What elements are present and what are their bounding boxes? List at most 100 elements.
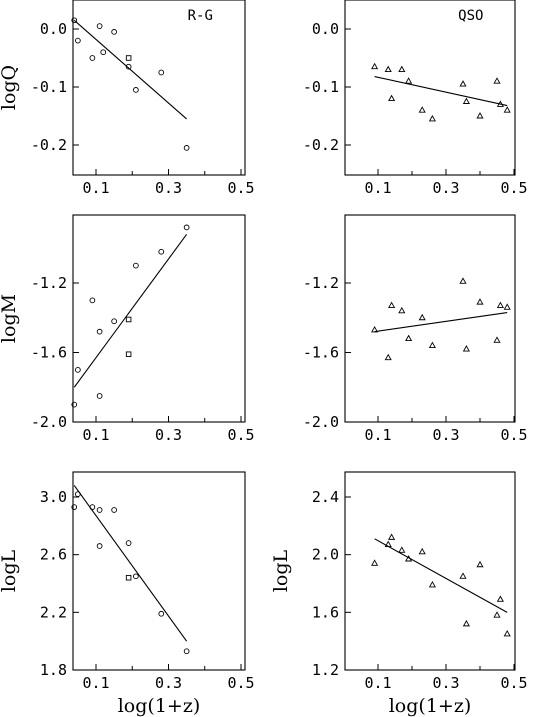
y-tick-label: -2.0 — [31, 413, 67, 431]
data-point-triangle — [398, 546, 406, 553]
data-point-circle — [125, 63, 132, 70]
x-tick-label: 0.3 — [155, 179, 182, 197]
data-point-circle — [183, 648, 190, 655]
data-point-triangle — [388, 533, 396, 540]
regression-line — [73, 485, 188, 642]
data-point-circle — [133, 573, 139, 580]
data-point-triangle — [428, 581, 436, 588]
data-point-circle — [71, 401, 78, 408]
regression-line — [73, 234, 188, 388]
data-point-triangle — [496, 301, 504, 309]
x-tick-label: 0.5 — [227, 179, 254, 197]
data-point-square — [125, 574, 132, 581]
data-point-triangle — [476, 560, 484, 568]
data-point-circle — [111, 29, 117, 35]
x-tick-label: 0.3 — [432, 674, 459, 692]
data-point-circle — [96, 507, 103, 513]
plot-frame — [72, 471, 246, 671]
data-point-circle — [158, 610, 165, 617]
data-point-circle — [71, 504, 78, 510]
data-point-triangle — [371, 62, 379, 70]
y-tick-label: -1.6 — [303, 344, 339, 362]
data-point-triangle — [371, 325, 379, 333]
data-point-circle — [89, 55, 96, 61]
x-tick-label: 0.3 — [155, 674, 182, 692]
y-tick-label: -1.2 — [31, 274, 67, 292]
x-tick-label: 0.5 — [500, 179, 527, 197]
y-tick-label: 2.0 — [312, 546, 339, 564]
data-point-circle — [183, 224, 190, 231]
data-point-circle — [183, 145, 190, 151]
data-point-circle — [89, 297, 96, 304]
data-point-triangle — [459, 80, 467, 87]
data-point-triangle — [384, 353, 392, 361]
data-point-triangle — [371, 559, 379, 566]
y-axis-title: logM — [0, 294, 20, 343]
data-point-triangle — [418, 106, 426, 113]
x-tick-label: 0.1 — [364, 674, 391, 692]
data-point-circle — [133, 87, 139, 93]
data-point-triangle — [462, 97, 470, 104]
data-point-square — [125, 55, 132, 61]
plot-frame — [72, 214, 246, 423]
panel-rg-logM: 0.1 0.3 0.5 -1.2 -1.6 -2.0 logM — [0, 214, 255, 444]
x-tick-label: 0.3 — [432, 426, 459, 444]
data-point-triangle — [496, 100, 504, 107]
y-tick-label: -2.0 — [303, 413, 339, 431]
panel-rg-logL: 0.1 0.3 0.5 3.0 2.6 2.2 1.8 logL log(1+z) — [0, 471, 255, 717]
y-tick-label: -0.2 — [303, 136, 339, 154]
panel-qso-logM: 0.1 0.3 0.5 -1.2 -1.6 -2.0 — [303, 214, 528, 444]
data-point-square — [125, 351, 132, 357]
data-point-triangle — [405, 77, 413, 84]
data-point-triangle — [398, 65, 406, 73]
x-axis-title: log(1+z) — [389, 695, 472, 717]
y-tick-label: 2.2 — [40, 603, 67, 621]
data-point-circle — [75, 37, 81, 44]
y-tick-label: -0.1 — [31, 78, 67, 96]
panel-title: R-G — [188, 8, 213, 24]
y-tick-label: 1.2 — [312, 661, 339, 679]
data-point-circle — [133, 262, 139, 269]
x-tick-label: 0.1 — [364, 179, 391, 197]
data-point-triangle — [384, 65, 392, 73]
data-point-triangle — [496, 595, 504, 602]
y-tick-label: -0.1 — [303, 78, 339, 96]
regression-line — [374, 76, 508, 107]
panel-title: QSO — [458, 8, 483, 24]
data-point-circle — [100, 49, 107, 56]
x-tick-label: 0.3 — [432, 179, 459, 197]
data-point-circle — [96, 393, 103, 399]
data-point-circle — [71, 17, 78, 24]
data-point-circle — [96, 543, 103, 549]
data-point-triangle — [476, 298, 484, 305]
data-point-triangle — [405, 334, 413, 342]
plot-frame — [344, 471, 516, 671]
data-point-square — [125, 316, 132, 323]
y-tick-label: 1.6 — [312, 603, 339, 621]
data-point-circle — [111, 318, 117, 325]
data-point-circle — [125, 540, 132, 546]
y-axis-title: logQ — [0, 65, 20, 110]
x-tick-label: 0.5 — [227, 674, 254, 692]
panel-qso-logQ: 0.1 0.3 0.5 0.0 -0.1 -0.2 QSO — [303, 0, 528, 197]
data-point-triangle — [503, 303, 511, 310]
data-point-triangle — [398, 306, 406, 314]
data-point-circle — [158, 248, 165, 255]
regression-line — [374, 311, 508, 333]
panel-qso-logL: 0.1 0.3 0.5 2.4 2.0 1.6 1.2 logL log(1+z) — [270, 471, 528, 717]
plot-frame — [72, 0, 246, 176]
x-tick-label: 0.1 — [82, 426, 109, 444]
data-point-triangle — [493, 77, 501, 84]
data-point-triangle — [476, 112, 484, 119]
panel-rg-logQ: 0.1 0.3 0.5 0.0 -0.1 -0.2 R-G logQ — [0, 0, 255, 197]
y-tick-label: 1.8 — [40, 661, 67, 679]
x-axis-title: log(1+z) — [118, 695, 201, 717]
data-point-circle — [96, 23, 103, 29]
data-point-triangle — [418, 313, 426, 321]
data-point-triangle — [462, 345, 470, 352]
y-tick-label: 2.4 — [312, 488, 339, 506]
data-point-triangle — [459, 572, 467, 579]
plot-frame — [344, 214, 516, 423]
data-point-triangle — [503, 630, 511, 637]
